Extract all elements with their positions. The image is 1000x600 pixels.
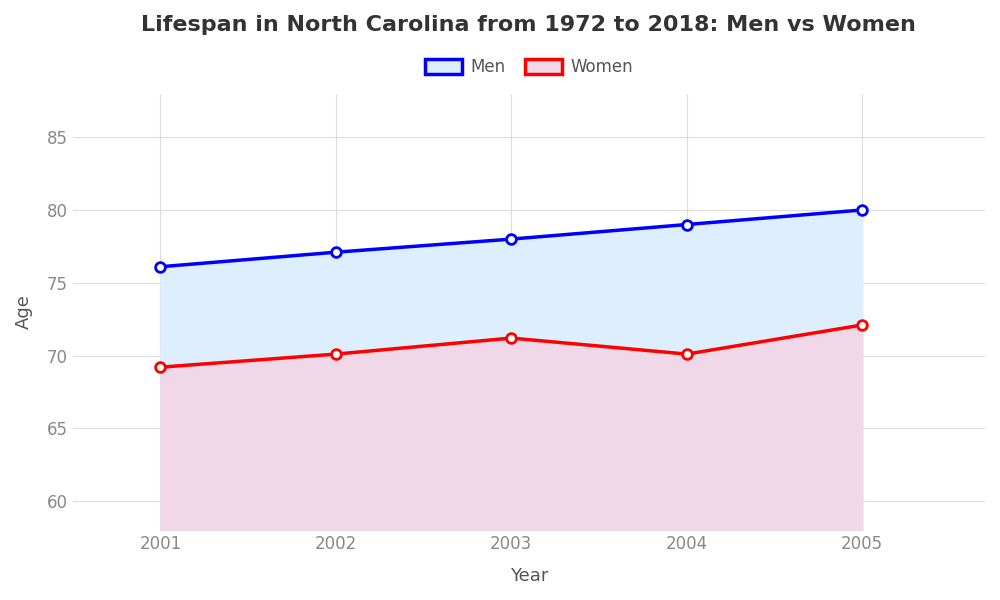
Legend: Men, Women: Men, Women	[417, 49, 641, 84]
Title: Lifespan in North Carolina from 1972 to 2018: Men vs Women: Lifespan in North Carolina from 1972 to …	[141, 15, 916, 35]
Y-axis label: Age: Age	[15, 295, 33, 329]
X-axis label: Year: Year	[510, 567, 548, 585]
